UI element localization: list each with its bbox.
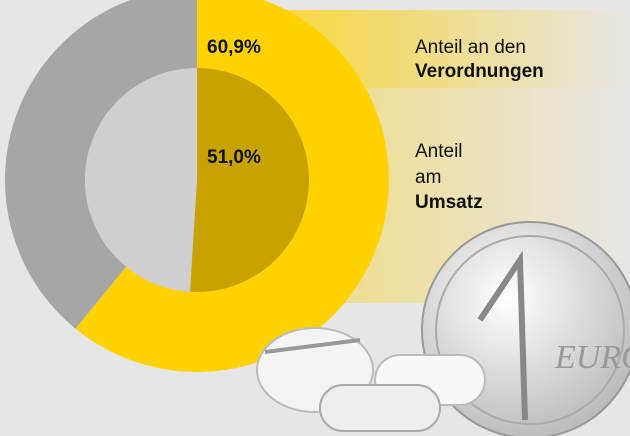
remainder: [5, 0, 197, 329]
labels: 60,9% Anteil an den Verordnungen 51,0% Antei…: [207, 37, 544, 213]
svg-text:EURO: EURO: [554, 339, 630, 376]
value-label: 51,0%: [207, 147, 261, 168]
legend-label: Anteil: [415, 141, 463, 162]
slice: [75, 0, 389, 372]
legend-label: Verordnungen: [415, 61, 544, 82]
legend-label: am: [415, 167, 441, 188]
pie: [5, 0, 389, 372]
legend-label: Umsatz: [415, 192, 483, 213]
legend-label: Anteil an den: [415, 37, 526, 58]
remainder: [84, 68, 197, 292]
pills: [256, 327, 486, 432]
slice: [189, 68, 309, 292]
value-label: 60,9%: [207, 37, 261, 58]
